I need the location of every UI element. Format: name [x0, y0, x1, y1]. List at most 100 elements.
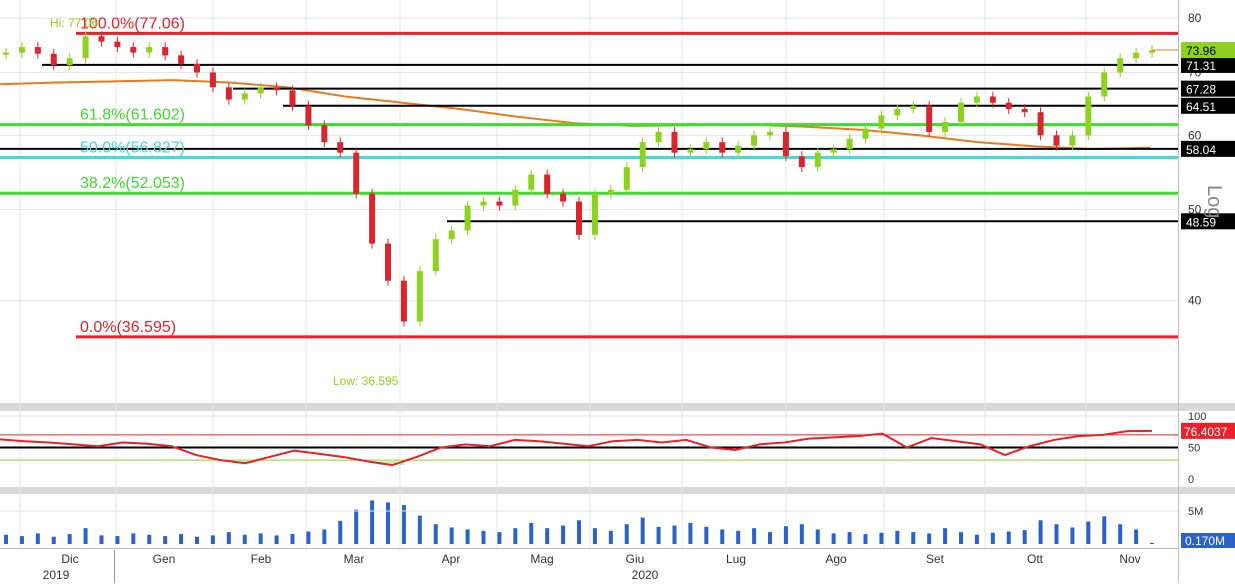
volume-bar [927, 533, 932, 544]
candle-body [894, 109, 901, 116]
price-level-tag-label: 48.59 [1186, 215, 1216, 229]
candle-body [1005, 102, 1012, 110]
volume-bar [720, 529, 725, 544]
volume-bar [1038, 520, 1043, 544]
volume-bar [51, 536, 56, 544]
price-level-tag [1181, 97, 1235, 114]
volume-bar [1150, 542, 1154, 544]
month-label: Ott [1027, 552, 1044, 566]
candle-body [703, 142, 710, 150]
month-label: Giu [626, 552, 645, 566]
rsi-panel [0, 415, 1178, 467]
volume-bar [672, 525, 677, 544]
volume-bar [577, 520, 581, 544]
volume-bar [67, 534, 72, 544]
candle-body [273, 87, 280, 91]
volume-bar [608, 530, 613, 544]
volume-bar [1134, 529, 1139, 544]
rsi-tick-label: 100 [1188, 411, 1206, 423]
candle-body [369, 193, 376, 244]
month-label: Lug [726, 552, 746, 566]
candle-body [1021, 109, 1028, 113]
volume-bar [752, 528, 757, 544]
last-price-tag [1181, 42, 1235, 59]
volume-bar [19, 536, 24, 544]
labels: 100.0%(77.06) 61.8%(61.602) 50.0%(56.827) 3… [50, 15, 1235, 548]
candle-body [178, 55, 185, 64]
candle-body [719, 142, 726, 153]
volume-bar [831, 533, 836, 544]
volume-bar [1102, 516, 1107, 544]
volume-bar [640, 517, 645, 544]
rsi-last-tag [1181, 422, 1235, 439]
volume-bar [242, 534, 247, 544]
price-tick-label: 80 [1188, 11, 1202, 25]
price-level-tag-label: 71.31 [1186, 59, 1216, 73]
volume-bar [163, 536, 168, 544]
price-level-tag-label: 58.04 [1186, 143, 1216, 157]
volume-bar [1118, 524, 1123, 544]
volume-bar [338, 520, 343, 544]
volume-bar [370, 500, 375, 544]
volume-bar [799, 524, 804, 544]
volume-bar [481, 530, 486, 544]
last-price-tag-label: 73.96 [1186, 44, 1216, 58]
candle-body [416, 271, 423, 322]
volume-bar [1070, 527, 1075, 544]
candle-body [655, 131, 662, 143]
volume-bar [783, 526, 788, 544]
candle-body [671, 131, 678, 153]
volume-bar [306, 531, 311, 544]
volume-bar [179, 534, 184, 544]
price-level-tag [1181, 56, 1235, 73]
hi-label: Hi: 77.06 [50, 16, 98, 30]
candle-body [480, 201, 487, 206]
candle-body [846, 138, 853, 150]
candle-body [146, 47, 153, 53]
volume-bar [35, 533, 40, 544]
price-tick-label: 60 [1188, 128, 1202, 142]
candle-body [751, 135, 758, 146]
candle-body [591, 193, 598, 235]
volume-bar [83, 528, 88, 544]
volume-bar [736, 530, 741, 544]
volume-bar [1022, 530, 1027, 544]
candle-body [257, 87, 264, 94]
candle-body [209, 72, 216, 88]
month-label: Apr [442, 552, 461, 566]
year-label: 2019 [43, 568, 70, 582]
candle-body [34, 47, 41, 54]
candles [3, 31, 1155, 327]
candle-body [814, 152, 821, 168]
volume-bar [545, 528, 550, 544]
volume-bar [863, 534, 868, 544]
price-level-tag [1181, 140, 1235, 157]
candle-body [735, 145, 742, 153]
candle-body [910, 105, 917, 110]
log-scale-label: Log [1203, 185, 1225, 218]
candle-body [926, 105, 933, 132]
fibonacci-levels [0, 31, 1178, 339]
candle-body [973, 96, 980, 103]
month-label: Set [926, 552, 945, 566]
fib-level-label: 61.8%(61.602) [80, 107, 185, 124]
candle-body [50, 53, 57, 65]
candle-body [1117, 58, 1124, 73]
candle-body [623, 167, 630, 190]
candle-body [225, 87, 232, 100]
candle-body [385, 243, 391, 281]
volume-bar [656, 526, 661, 544]
volume-bar [895, 530, 900, 544]
candle-body [353, 152, 360, 194]
candle-body [114, 41, 121, 48]
candle-body [66, 58, 73, 65]
panel-divider-2 [0, 487, 1235, 494]
volume-panel [0, 500, 1178, 544]
volume-bar [1086, 521, 1091, 544]
month-label: Gen [153, 552, 176, 566]
volume-bar [274, 535, 279, 544]
rsi-last-label: 76.4037 [1184, 425, 1228, 439]
volume-bar [1054, 524, 1059, 544]
